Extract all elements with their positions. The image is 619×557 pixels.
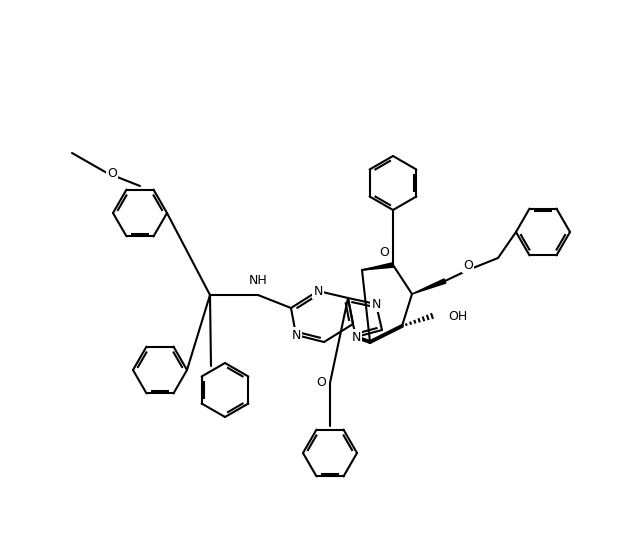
Text: N: N <box>352 330 361 344</box>
Polygon shape <box>362 263 393 270</box>
Text: O: O <box>316 377 326 389</box>
Text: N: N <box>313 285 322 297</box>
Polygon shape <box>412 279 446 294</box>
Text: O: O <box>463 258 473 271</box>
Text: N: N <box>292 329 301 341</box>
Text: O: O <box>379 246 389 258</box>
Text: N: N <box>292 329 301 341</box>
Text: N: N <box>371 297 381 310</box>
Text: OH: OH <box>448 310 467 323</box>
Text: O: O <box>107 167 117 179</box>
Text: NH: NH <box>249 274 267 287</box>
Text: NH: NH <box>249 274 267 287</box>
Text: N: N <box>313 285 322 297</box>
Text: N: N <box>371 297 381 310</box>
Text: N: N <box>352 330 361 344</box>
